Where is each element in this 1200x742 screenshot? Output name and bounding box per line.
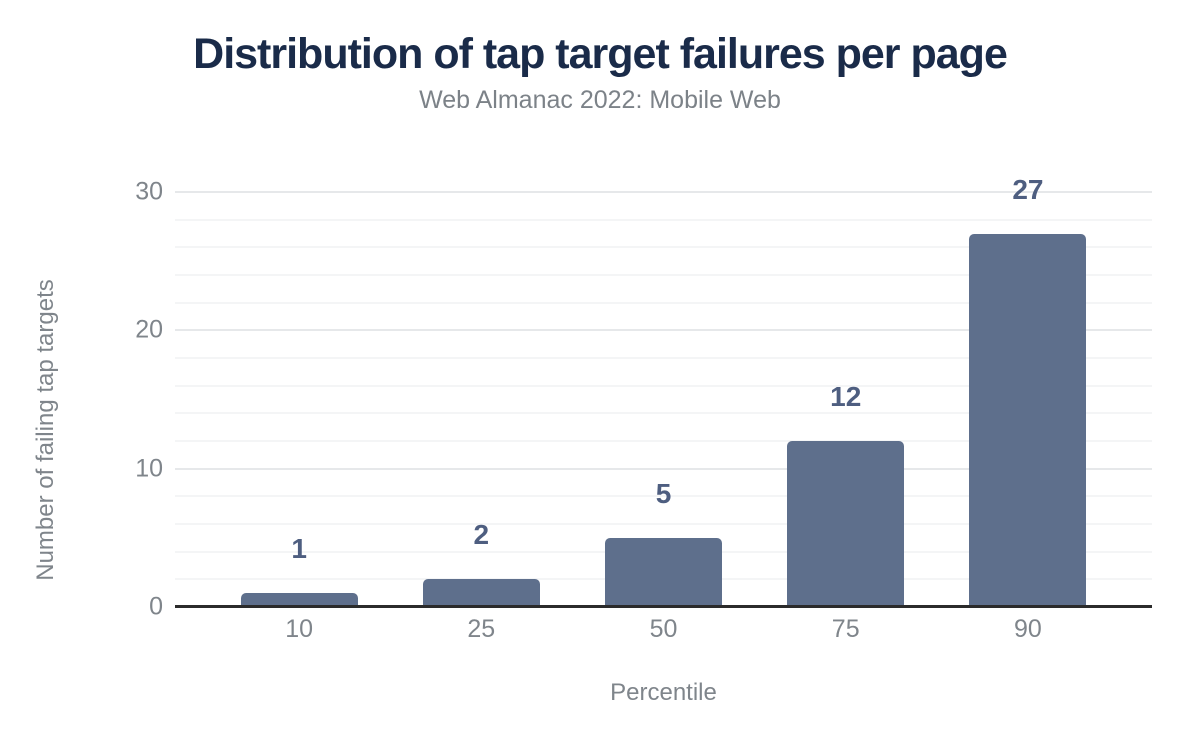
x-tick-label: 50 — [649, 615, 678, 643]
bar-p25[interactable] — [422, 579, 540, 607]
major-gridline — [175, 329, 1152, 332]
x-axis-title: Percentile — [610, 679, 717, 706]
chart-title: Distribution of tap target failures per … — [193, 30, 1008, 78]
major-gridline — [175, 467, 1152, 470]
bar-value-label: 2 — [473, 519, 490, 551]
minor-gridline — [175, 246, 1152, 249]
y-tick-label: 0 — [149, 592, 163, 621]
x-tick-label: 90 — [1014, 615, 1042, 643]
x-tick-label: 75 — [831, 615, 860, 643]
minor-gridline — [175, 274, 1152, 276]
minor-gridline — [175, 218, 1152, 221]
minor-gridline — [175, 301, 1152, 304]
y-axis-ticks: 0 10 20 30 — [0, 179, 163, 619]
bars-row: 1 2 5 12 27 — [175, 175, 1152, 607]
bar-p75[interactable] — [787, 441, 905, 607]
bar-column: 5 — [572, 477, 754, 607]
chart-subtitle: Web Almanac 2022: Mobile Web — [419, 86, 781, 114]
bar-value-label: 5 — [655, 477, 672, 509]
minor-gridline — [175, 495, 1152, 498]
bar-p10[interactable] — [240, 593, 358, 607]
minor-gridline — [175, 357, 1152, 359]
x-tick-label: 10 — [285, 615, 313, 643]
minor-gridline — [175, 412, 1152, 415]
bar-value-label: 12 — [830, 381, 862, 412]
bar-column: 27 — [937, 173, 1119, 607]
bar-p90[interactable] — [969, 233, 1087, 607]
x-axis-ticks: 10 25 50 75 90 — [175, 612, 1152, 646]
x-axis-line — [175, 605, 1152, 608]
y-tick-label: 10 — [135, 454, 163, 483]
minor-gridline — [175, 440, 1152, 442]
minor-gridline — [175, 384, 1152, 387]
bar-column: 1 — [208, 535, 390, 607]
bar-value-label: 1 — [291, 533, 307, 565]
bar-p50[interactable] — [605, 537, 722, 607]
minor-gridline — [175, 523, 1152, 525]
bar-column: 2 — [390, 521, 572, 607]
bar-column: 12 — [755, 383, 937, 607]
x-tick-label: 25 — [467, 615, 496, 643]
y-tick-label: 20 — [135, 315, 163, 344]
y-tick-label: 30 — [135, 177, 163, 206]
bar-value-label: 27 — [1012, 173, 1044, 205]
plot-area: 1 2 5 12 27 — [175, 175, 1152, 608]
major-gridline — [175, 191, 1152, 193]
